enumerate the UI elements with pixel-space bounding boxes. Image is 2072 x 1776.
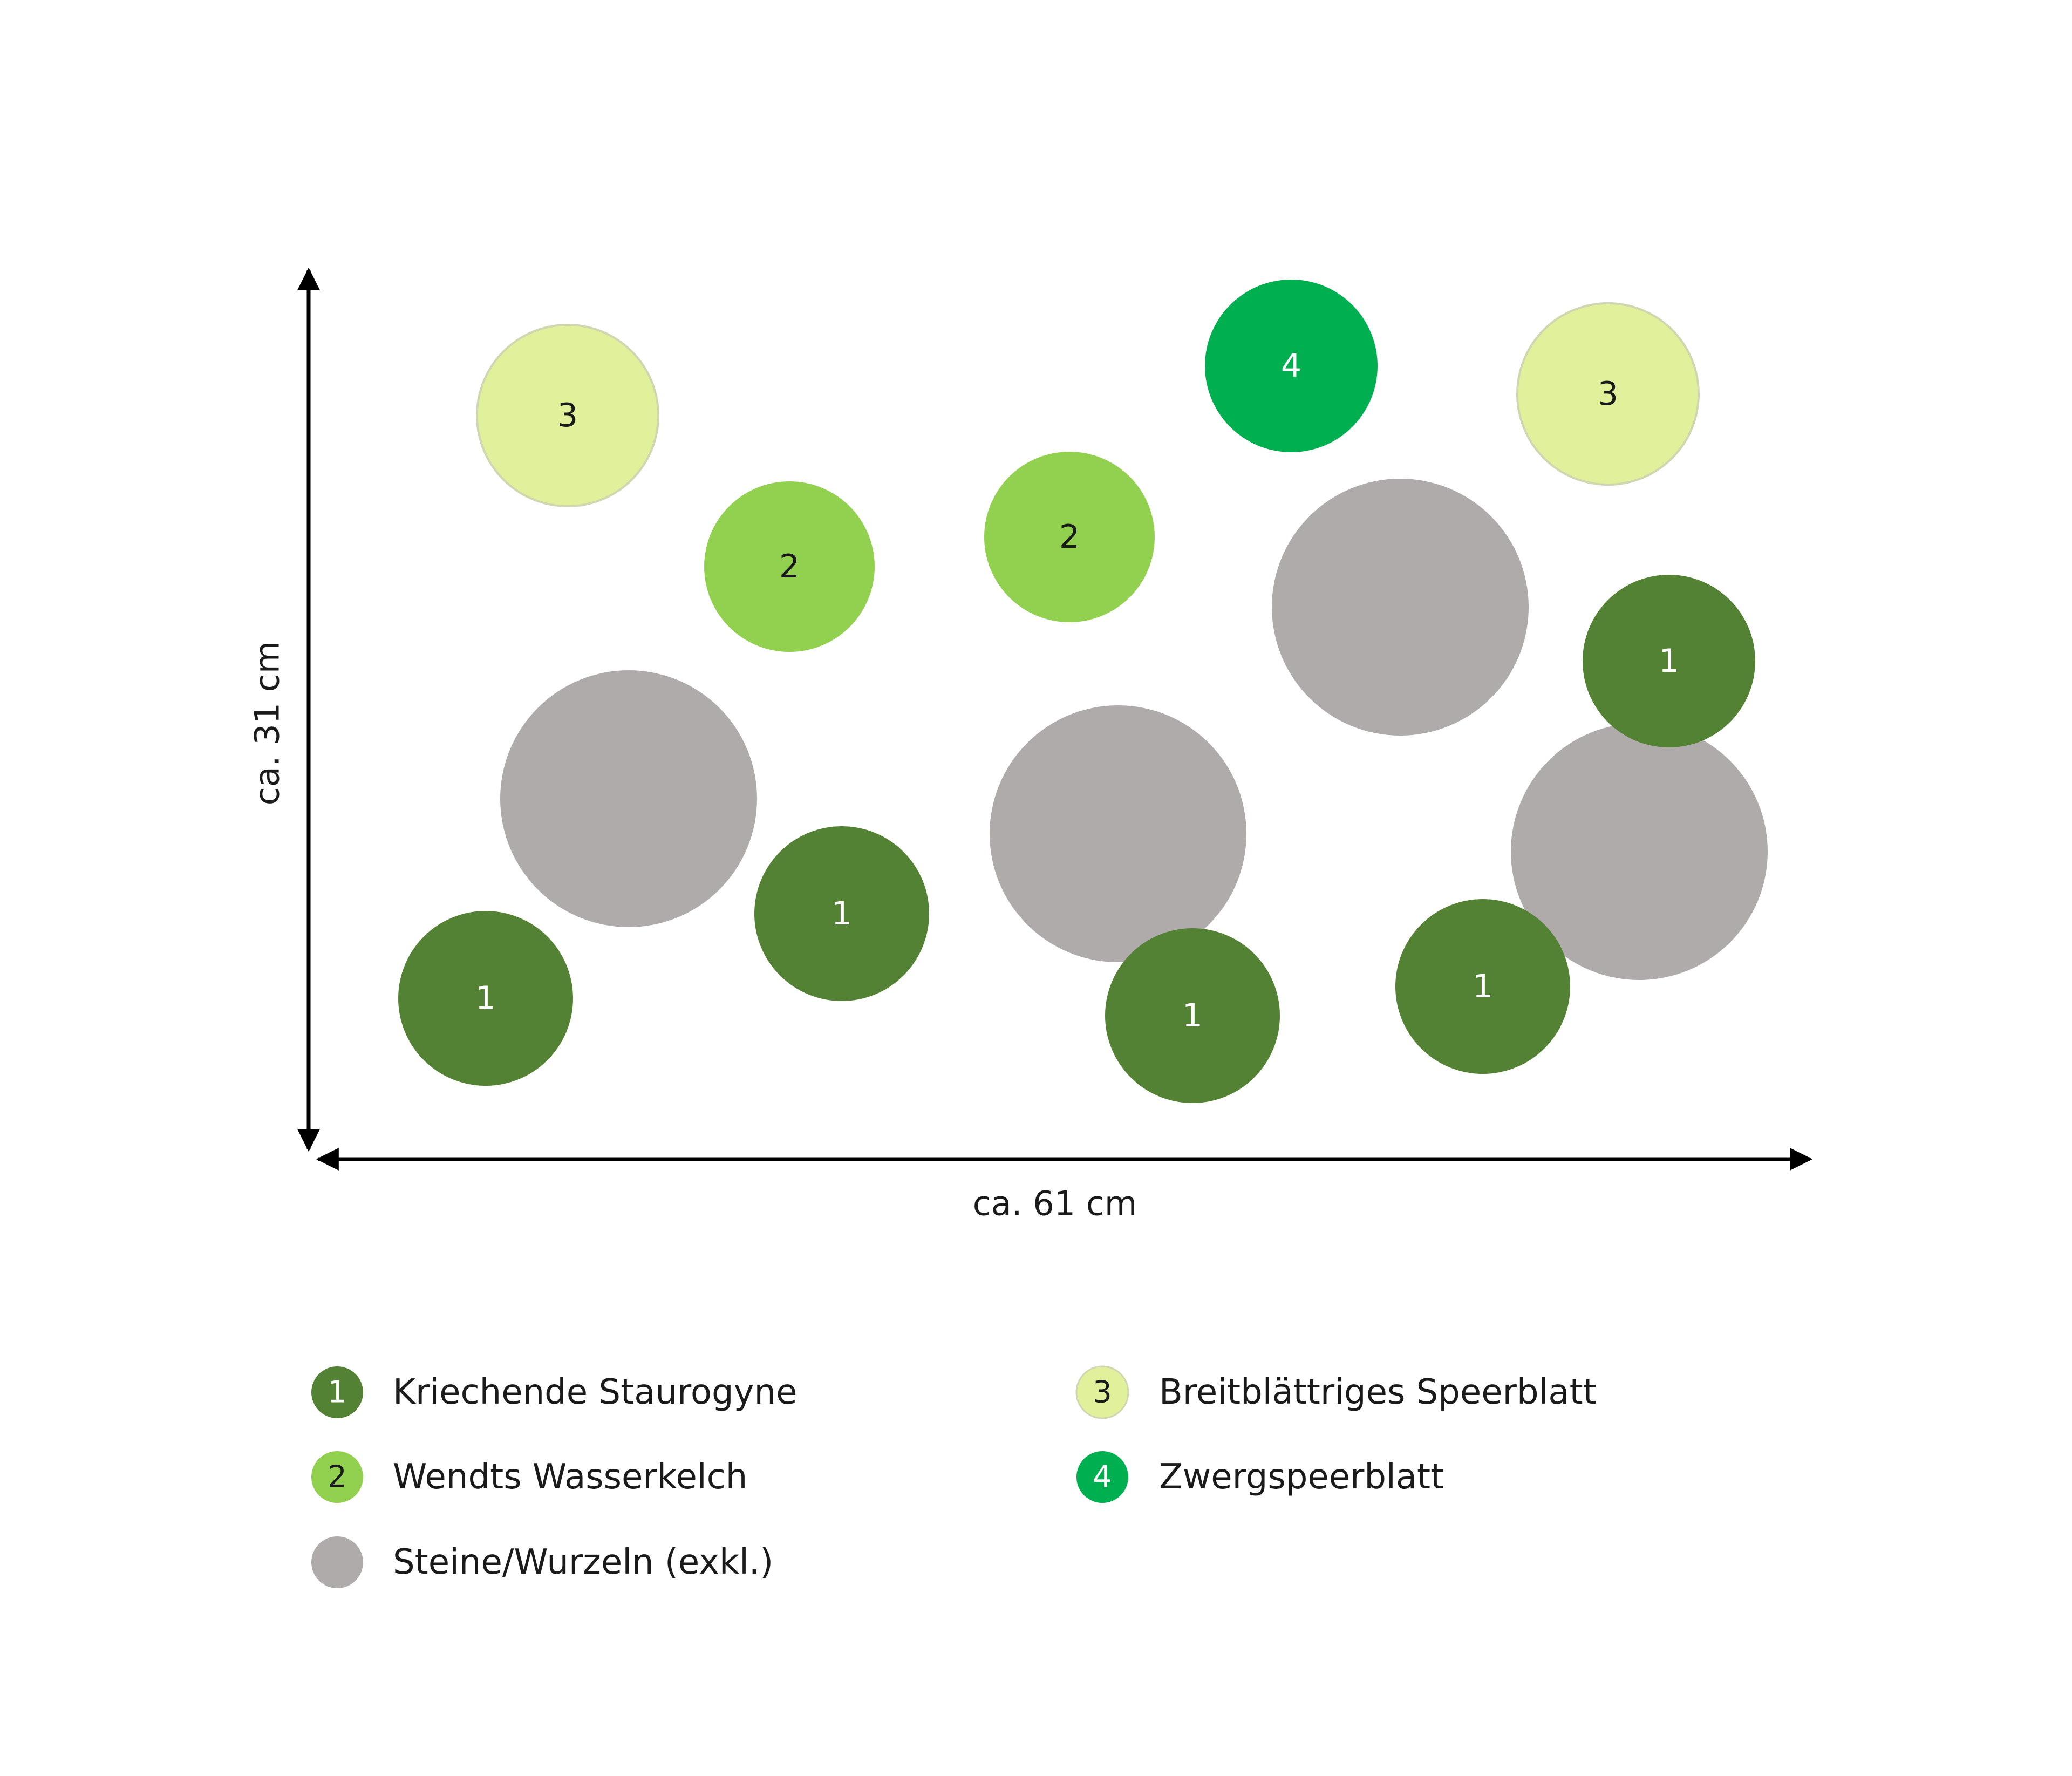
plant-number: 1: [831, 895, 852, 933]
plant-1: 1: [1395, 899, 1570, 1074]
stone-circle: [990, 705, 1246, 962]
plant-number: 3: [1598, 375, 1618, 413]
plant-number: 4: [1281, 347, 1301, 385]
plant-number: 1: [1473, 968, 1493, 1005]
legend-number: 4: [1093, 1460, 1112, 1495]
plant-number: 3: [557, 397, 578, 434]
legend-number: 3: [1093, 1375, 1112, 1410]
plant-1: 1: [1583, 575, 1755, 747]
plant-3: 3: [1516, 302, 1700, 486]
plant-number: 2: [779, 548, 800, 586]
plant-1: 1: [398, 911, 573, 1086]
stone-circle: [1272, 479, 1529, 736]
plant-2: 2: [984, 452, 1155, 622]
stones-layer: [500, 479, 1768, 980]
legend-label: Wendts Wasserkelch: [393, 1457, 747, 1497]
legend: 1 Kriechende Staurogyne 2 Wendts Wasserk…: [311, 1365, 1597, 1588]
stone-circle: [1511, 723, 1768, 980]
plant-number: 1: [1182, 997, 1203, 1035]
plant-number: 1: [475, 979, 496, 1017]
stone-circle: [500, 670, 757, 927]
width-dimension-label: ca. 61 cm: [973, 1184, 1137, 1223]
plant-4: 4: [1205, 280, 1378, 452]
legend-label: Steine/Wurzeln (exkl.): [393, 1542, 773, 1582]
height-dimension-label: ca. 31 cm: [248, 641, 287, 806]
plants-layer: 3 2 2 4 3 1 1 1: [398, 280, 1755, 1103]
legend-item-4: 4 Zwergspeerblatt: [1076, 1451, 1444, 1503]
legend-label: Breitblättriges Speerblatt: [1159, 1372, 1597, 1412]
legend-label: Kriechende Staurogyne: [393, 1372, 797, 1412]
legend-item-stone: Steine/Wurzeln (exkl.): [311, 1536, 773, 1588]
plant-3: 3: [476, 324, 659, 507]
plant-1: 1: [1105, 928, 1280, 1103]
legend-number: 2: [328, 1460, 347, 1495]
plant-1: 1: [754, 826, 929, 1001]
plant-number: 2: [1059, 518, 1080, 556]
legend-item-2: 2 Wendts Wasserkelch: [311, 1451, 747, 1503]
plant-2: 2: [704, 481, 875, 652]
legend-number: 1: [328, 1375, 347, 1410]
legend-item-3: 3 Breitblättriges Speerblatt: [1075, 1365, 1597, 1419]
legend-item-1: 1 Kriechende Staurogyne: [311, 1366, 797, 1418]
plant-number: 1: [1659, 642, 1679, 680]
legend-label: Zwergspeerblatt: [1159, 1457, 1444, 1497]
